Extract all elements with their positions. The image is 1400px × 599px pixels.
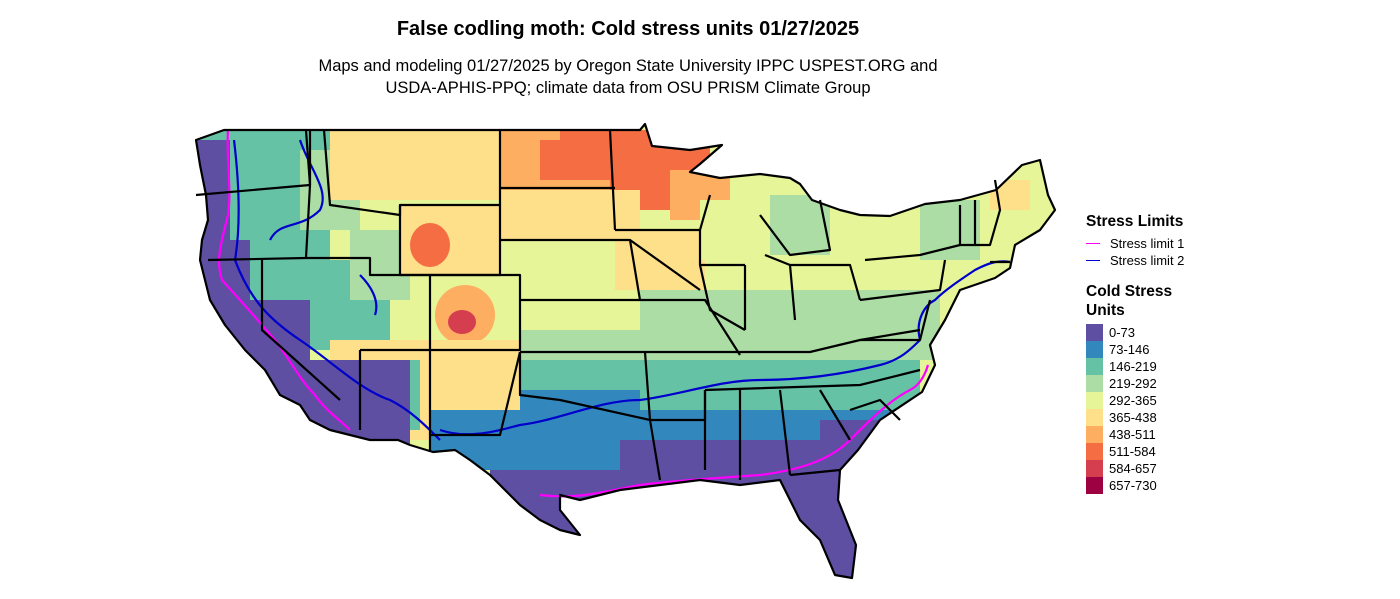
cold-class-label: 219-292 bbox=[1109, 376, 1157, 391]
cold-class-swatch bbox=[1086, 324, 1103, 341]
cold-class-label: 657-730 bbox=[1109, 478, 1157, 493]
cold-class-label: 584-657 bbox=[1109, 461, 1157, 476]
cold-class-label: 292-365 bbox=[1109, 393, 1157, 408]
legend-item-cold-class: 438-511 bbox=[1086, 426, 1286, 443]
stress-limits-legend-title: Stress Limits bbox=[1086, 213, 1184, 230]
legend-item-cold-class: 511-584 bbox=[1086, 443, 1286, 460]
cold-class-swatch bbox=[1086, 443, 1103, 460]
legend-item-stress-limit-1: Stress limit 1 bbox=[1086, 235, 1286, 252]
cold-class-swatch bbox=[1086, 341, 1103, 358]
stress-limit-1-swatch bbox=[1086, 243, 1100, 244]
state-borders bbox=[194, 122, 1057, 580]
cold-class-label: 146-219 bbox=[1109, 359, 1157, 374]
cold-class-swatch bbox=[1086, 460, 1103, 477]
legend-item-cold-class: 0-73 bbox=[1086, 324, 1286, 341]
cold-class-swatch bbox=[1086, 426, 1103, 443]
cold-class-label: 73-146 bbox=[1109, 342, 1150, 357]
legend-item-cold-class: 657-730 bbox=[1086, 477, 1286, 494]
legend-item-cold-class: 292-365 bbox=[1086, 392, 1286, 409]
stress-limit-1-contours bbox=[218, 129, 930, 498]
map-legend: Stress Limits Stress limit 1 Stress limi… bbox=[1086, 212, 1286, 494]
subtitle-line-1: Maps and modeling 01/27/2025 by Oregon S… bbox=[318, 57, 938, 75]
cold-class-swatch bbox=[1086, 392, 1103, 409]
map-title: False codling moth: Cold stress units 01… bbox=[396, 18, 860, 40]
cold-class-label: 365-438 bbox=[1109, 410, 1157, 425]
cold-class-swatch bbox=[1086, 477, 1103, 494]
subtitle-line-2: USDA-APHIS-PPQ; climate data from OSU PR… bbox=[385, 79, 871, 97]
legend-item-cold-class: 219-292 bbox=[1086, 375, 1286, 392]
cold-class-label: 511-584 bbox=[1109, 444, 1156, 459]
cold-class-swatch bbox=[1086, 375, 1103, 392]
legend-item-cold-class: 146-219 bbox=[1086, 358, 1286, 375]
legend-item-cold-class: 584-657 bbox=[1086, 460, 1286, 477]
stress-limit-2-swatch bbox=[1086, 260, 1100, 261]
cold-class-label: 0-73 bbox=[1109, 325, 1136, 340]
cold-class-label: 438-511 bbox=[1109, 427, 1156, 442]
legend-item-cold-class: 73-146 bbox=[1086, 341, 1286, 358]
stress-limit-2-label: Stress limit 2 bbox=[1110, 253, 1185, 268]
legend-item-cold-class: 365-438 bbox=[1086, 409, 1286, 426]
stress-limits-list: Stress limit 1 Stress limit 2 bbox=[1086, 235, 1286, 269]
cold-stress-legend-title: Cold Stress Units bbox=[1086, 283, 1173, 319]
cold-class-swatch bbox=[1086, 358, 1103, 375]
map-subtitle: Maps and modeling 01/27/2025 by Oregon S… bbox=[0, 55, 1256, 99]
cold-stress-legend-list: 0-73 73-146 146-219 219-292 292-365 365-438 43… bbox=[1086, 324, 1286, 494]
cold-class-swatch bbox=[1086, 409, 1103, 426]
legend-item-stress-limit-2: Stress limit 2 bbox=[1086, 252, 1286, 269]
stress-limit-1-label: Stress limit 1 bbox=[1110, 236, 1185, 251]
